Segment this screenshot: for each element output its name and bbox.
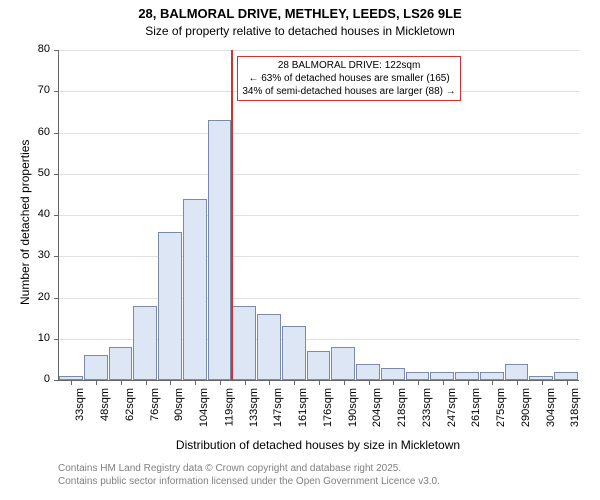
histogram-bar <box>232 306 256 380</box>
xtick-label: 90sqm <box>173 388 185 421</box>
histogram-bar <box>455 372 479 380</box>
xtick-label: 290sqm <box>520 388 532 427</box>
ytick-label: 0 <box>20 373 50 385</box>
xtick-label: 247sqm <box>446 388 458 427</box>
xtick-label: 104sqm <box>198 388 210 427</box>
y-axis-label: Number of detached properties <box>18 140 32 305</box>
plot-area: 28 BALMORAL DRIVE: 122sqm← 63% of detach… <box>58 50 579 381</box>
xtick-mark <box>418 380 419 385</box>
grid-line <box>59 256 579 257</box>
histogram-bar <box>282 326 306 380</box>
xtick-mark <box>269 380 270 385</box>
histogram-bar <box>331 347 355 380</box>
ytick-label: 80 <box>20 43 50 55</box>
xtick-mark <box>567 380 568 385</box>
xtick-mark <box>96 380 97 385</box>
ytick-mark <box>54 380 59 381</box>
histogram-bar <box>257 314 281 380</box>
xtick-label: 48sqm <box>99 388 111 421</box>
ytick-label: 10 <box>20 332 50 344</box>
xtick-mark <box>71 380 72 385</box>
xtick-label: 204sqm <box>372 388 384 427</box>
chart-container: 28, BALMORAL DRIVE, METHLEY, LEEDS, LS26… <box>0 0 600 500</box>
ytick-mark <box>54 133 59 134</box>
annotation-line3: 34% of semi-detached houses are larger (… <box>242 85 455 98</box>
histogram-bar <box>480 372 504 380</box>
xtick-mark <box>468 380 469 385</box>
ytick-mark <box>54 215 59 216</box>
ytick-mark <box>54 50 59 51</box>
histogram-bar <box>208 120 232 380</box>
xtick-mark <box>294 380 295 385</box>
ytick-label: 60 <box>20 126 50 138</box>
xtick-label: 176sqm <box>322 388 334 427</box>
ytick-label: 30 <box>20 249 50 261</box>
xtick-mark <box>542 380 543 385</box>
histogram-bar <box>430 372 454 380</box>
ytick-label: 70 <box>20 84 50 96</box>
xtick-mark <box>517 380 518 385</box>
grid-line <box>59 50 579 51</box>
annotation-line2: ← 63% of detached houses are smaller (16… <box>242 72 455 85</box>
ytick-label: 20 <box>20 291 50 303</box>
xtick-mark <box>245 380 246 385</box>
xtick-mark <box>146 380 147 385</box>
xtick-label: 133sqm <box>248 388 260 427</box>
xtick-mark <box>492 380 493 385</box>
xtick-label: 233sqm <box>421 388 433 427</box>
xtick-label: 161sqm <box>297 388 309 427</box>
grid-line <box>59 298 579 299</box>
histogram-bar <box>307 351 331 380</box>
xtick-label: 76sqm <box>149 388 161 421</box>
histogram-bar <box>554 372 578 380</box>
xtick-label: 147sqm <box>272 388 284 427</box>
chart-subtitle: Size of property relative to detached ho… <box>0 24 600 40</box>
histogram-bar <box>356 364 380 381</box>
footer-line2: Contains public sector information licen… <box>58 475 440 488</box>
xtick-mark <box>344 380 345 385</box>
histogram-bar <box>381 368 405 380</box>
xtick-mark <box>393 380 394 385</box>
histogram-bar <box>158 232 182 381</box>
histogram-bar <box>505 364 529 381</box>
xtick-label: 304sqm <box>545 388 557 427</box>
footer-line1: Contains HM Land Registry data © Crown c… <box>58 462 440 475</box>
xtick-label: 190sqm <box>347 388 359 427</box>
xtick-label: 261sqm <box>471 388 483 427</box>
xtick-label: 119sqm <box>223 388 235 426</box>
ytick-mark <box>54 339 59 340</box>
ytick-label: 50 <box>20 167 50 179</box>
xtick-mark <box>195 380 196 385</box>
xtick-label: 33sqm <box>74 388 86 421</box>
ytick-mark <box>54 256 59 257</box>
xtick-label: 318sqm <box>570 388 582 427</box>
annotation-box: 28 BALMORAL DRIVE: 122sqm← 63% of detach… <box>237 56 460 101</box>
xtick-mark <box>121 380 122 385</box>
xtick-mark <box>443 380 444 385</box>
xtick-mark <box>369 380 370 385</box>
xtick-label: 218sqm <box>396 388 408 427</box>
xtick-mark <box>170 380 171 385</box>
xtick-mark <box>319 380 320 385</box>
histogram-bar <box>84 355 108 380</box>
grid-line <box>59 133 579 134</box>
histogram-bar <box>109 347 133 380</box>
ytick-mark <box>54 174 59 175</box>
ytick-mark <box>54 298 59 299</box>
annotation-line1: 28 BALMORAL DRIVE: 122sqm <box>242 59 455 72</box>
footer-text: Contains HM Land Registry data © Crown c… <box>58 462 440 488</box>
xtick-label: 275sqm <box>495 388 507 427</box>
x-axis-label: Distribution of detached houses by size … <box>58 438 578 452</box>
property-marker-line <box>231 50 233 380</box>
histogram-bar <box>406 372 430 380</box>
ytick-label: 40 <box>20 208 50 220</box>
histogram-bar <box>133 306 157 380</box>
xtick-label: 62sqm <box>124 388 136 421</box>
ytick-mark <box>54 91 59 92</box>
chart-title: 28, BALMORAL DRIVE, METHLEY, LEEDS, LS26… <box>0 6 600 23</box>
histogram-bar <box>183 199 207 381</box>
xtick-mark <box>220 380 221 385</box>
grid-line <box>59 174 579 175</box>
grid-line <box>59 215 579 216</box>
